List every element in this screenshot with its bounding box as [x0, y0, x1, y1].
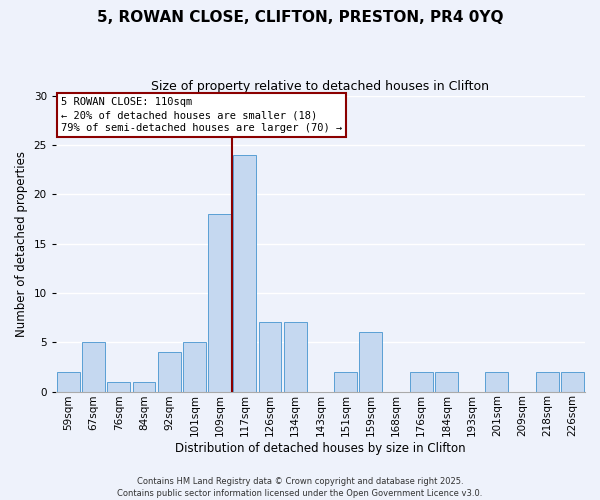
Bar: [82, 342, 105, 392]
Bar: [284, 322, 307, 392]
Text: 5, ROWAN CLOSE, CLIFTON, PRESTON, PR4 0YQ: 5, ROWAN CLOSE, CLIFTON, PRESTON, PR4 0Y…: [97, 10, 503, 25]
Text: 5 ROWAN CLOSE: 110sqm
← 20% of detached houses are smaller (18)
79% of semi-deta: 5 ROWAN CLOSE: 110sqm ← 20% of detached …: [61, 97, 343, 134]
Bar: [259, 322, 281, 392]
Text: Contains HM Land Registry data © Crown copyright and database right 2025.
Contai: Contains HM Land Registry data © Crown c…: [118, 476, 482, 498]
Bar: [133, 382, 155, 392]
Bar: [233, 155, 256, 392]
X-axis label: Distribution of detached houses by size in Clifton: Distribution of detached houses by size …: [175, 442, 466, 455]
Bar: [359, 332, 382, 392]
Bar: [435, 372, 458, 392]
Bar: [57, 372, 80, 392]
Bar: [536, 372, 559, 392]
Bar: [561, 372, 584, 392]
Y-axis label: Number of detached properties: Number of detached properties: [15, 150, 28, 336]
Bar: [334, 372, 357, 392]
Bar: [158, 352, 181, 392]
Bar: [107, 382, 130, 392]
Bar: [485, 372, 508, 392]
Bar: [208, 214, 231, 392]
Bar: [183, 342, 206, 392]
Bar: [410, 372, 433, 392]
Title: Size of property relative to detached houses in Clifton: Size of property relative to detached ho…: [151, 80, 490, 93]
